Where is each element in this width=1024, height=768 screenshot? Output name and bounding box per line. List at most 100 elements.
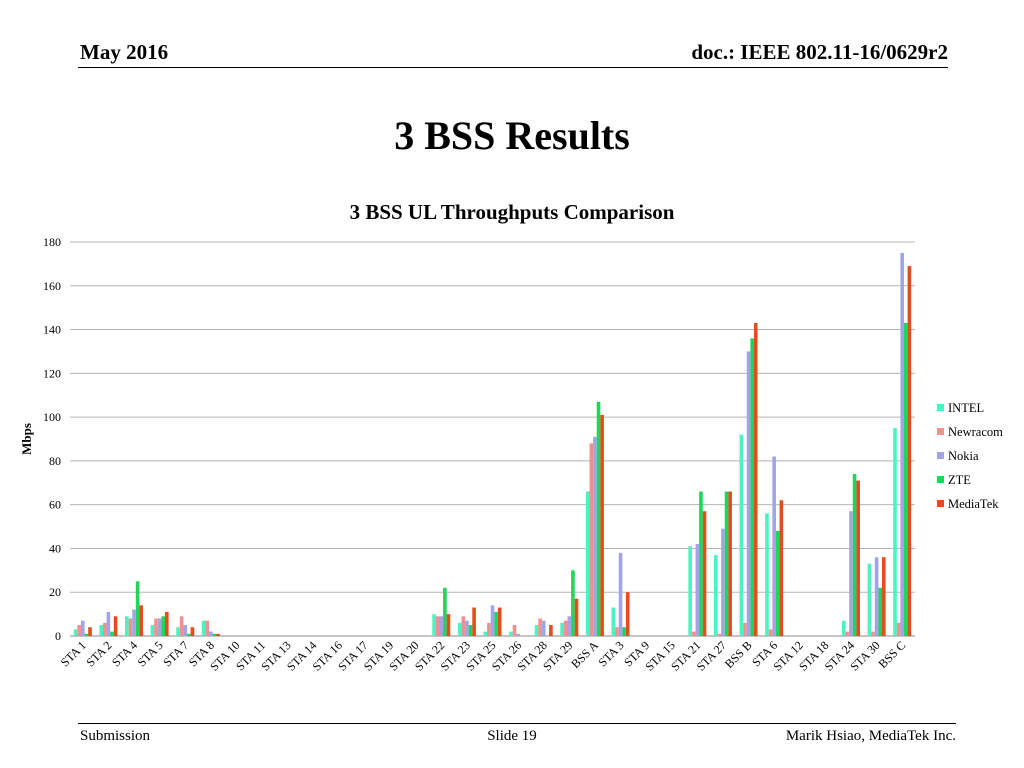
bar-nokia-sta-6 [772,456,776,636]
bar-nokia-sta-8 [209,631,213,636]
bar-nokia-sta-3 [618,552,623,636]
bar-newracom-bss-b [743,622,747,636]
bar-intel-sta-1 [73,629,78,636]
bar-mediatek-sta-21 [702,511,707,636]
bar-newracom-bss-a [589,443,594,636]
bar-nokia-sta-1 [81,620,85,636]
bar-mediatek-sta-3 [625,592,630,636]
legend-swatch [937,452,944,459]
bar-zte-bss-c [903,322,908,636]
bar-newracom-sta-30 [871,631,875,636]
bar-newracom-sta-1 [77,625,82,636]
bar-nokia-sta-24 [849,511,853,636]
x-tick-label: STA 3 [596,638,627,669]
bar-mediatek-sta-7 [190,627,195,636]
bar-newracom-sta-23 [461,616,466,636]
bar-intel-sta-6 [765,513,769,636]
legend-swatch [937,404,944,411]
bar-nokia-sta-30 [874,557,879,636]
bar-newracom-sta-24 [845,631,850,636]
bar-mediatek-sta-6 [779,500,784,636]
bar-newracom-sta-28 [538,618,542,636]
x-tick-label: STA 29 [540,638,575,673]
bar-zte-sta-1 [84,633,89,636]
x-tick-label: BSS A [568,638,601,671]
x-tick-label: STA 2 [83,638,114,669]
bar-newracom-sta-2 [103,622,107,636]
bar-newracom-sta-4 [128,618,133,636]
bar-intel-bss-c [893,428,897,636]
bar-zte-sta-30 [878,587,882,636]
bar-mediatek-bss-b [753,322,758,636]
bar-mediatek-sta-25 [497,607,502,636]
bar-mediatek-sta-2 [113,616,118,636]
legend-label: ZTE [948,473,971,487]
bar-newracom-sta-7 [179,616,184,636]
bar-newracom-sta-6 [768,629,773,636]
bar-nokia-sta-5 [157,618,162,636]
header-divider [78,67,948,68]
bar-zte-sta-27 [724,491,729,636]
y-tick-label: 140 [43,323,61,337]
bar-nokia-sta-26 [516,633,520,636]
bar-zte-bss-b [750,338,754,636]
legend-label: Nokia [948,449,979,463]
bar-intel-sta-27 [713,555,718,636]
bar-intel-sta-4 [125,616,129,636]
legend-label: MediaTek [948,497,999,511]
y-axis-label: Mbps [19,423,34,455]
y-axis-ticks: 0 20 40 60 80 100 120 140 160 180 [43,235,61,643]
bar-nokia-sta-4 [132,609,136,636]
bar-zte-sta-8 [212,633,217,636]
bar-zte-bss-a [596,401,601,636]
bar-nokia-sta-28 [541,620,546,636]
bar-intel-sta-29 [560,622,564,636]
bar-nokia-sta-22 [439,616,444,636]
y-tick-label: 180 [43,235,61,249]
bar-mediatek-sta-28 [549,625,553,636]
y-tick-label: 100 [43,410,61,424]
bar-intel-sta-3 [611,607,616,636]
bar-intel-sta-8 [201,620,206,636]
slide-title: 3 BSS Results [394,113,630,158]
bar-newracom-sta-29 [563,620,568,636]
bar-intel-sta-23 [457,622,462,636]
bar-mediatek-sta-24 [856,480,860,636]
bar-intel-bss-b [739,434,744,636]
bar-newracom-sta-27 [717,633,722,636]
y-tick-label: 80 [49,454,61,468]
bar-newracom-sta-5 [154,618,158,636]
bar-nokia-sta-2 [106,611,111,636]
legend-label: Newracom [948,425,1003,439]
bar-mediatek-sta-27 [728,491,732,636]
x-tick-label: STA 1 [58,638,89,669]
bar-zte-sta-21 [699,491,703,636]
legend-swatch [937,500,944,507]
y-tick-label: 0 [55,629,61,643]
bar-zte-sta-6 [775,530,780,636]
bar-zte-sta-22 [443,587,447,636]
header-date: May 2016 [80,40,169,64]
bar-nokia-bss-b [746,351,751,636]
bar-mediatek-bss-c [907,266,912,636]
bar-nokia-sta-25 [490,605,495,636]
footer-slide-number: Slide 19 [487,728,537,744]
x-tick-label: STA 7 [160,638,191,669]
bar-newracom-sta-25 [487,622,491,636]
x-tick-label: STA 30 [847,638,882,673]
bar-zte-sta-29 [571,570,575,636]
chart-title: 3 BSS UL Throughputs Comparison [350,200,675,224]
bar-zte-sta-23 [468,625,473,636]
bar-mediatek-sta-22 [446,614,451,636]
chart-bars [73,252,912,636]
header-doc-id: doc.: IEEE 802.11-16/0629r2 [691,40,948,64]
bar-nokia-sta-21 [695,544,700,636]
bar-nokia-sta-27 [721,528,725,636]
bar-newracom-sta-22 [435,616,440,636]
x-tick-label: BSS B [722,638,755,671]
x-tick-label: BSS C [876,638,909,671]
bar-intel-sta-30 [867,563,872,636]
bar-intel-sta-2 [99,625,104,636]
